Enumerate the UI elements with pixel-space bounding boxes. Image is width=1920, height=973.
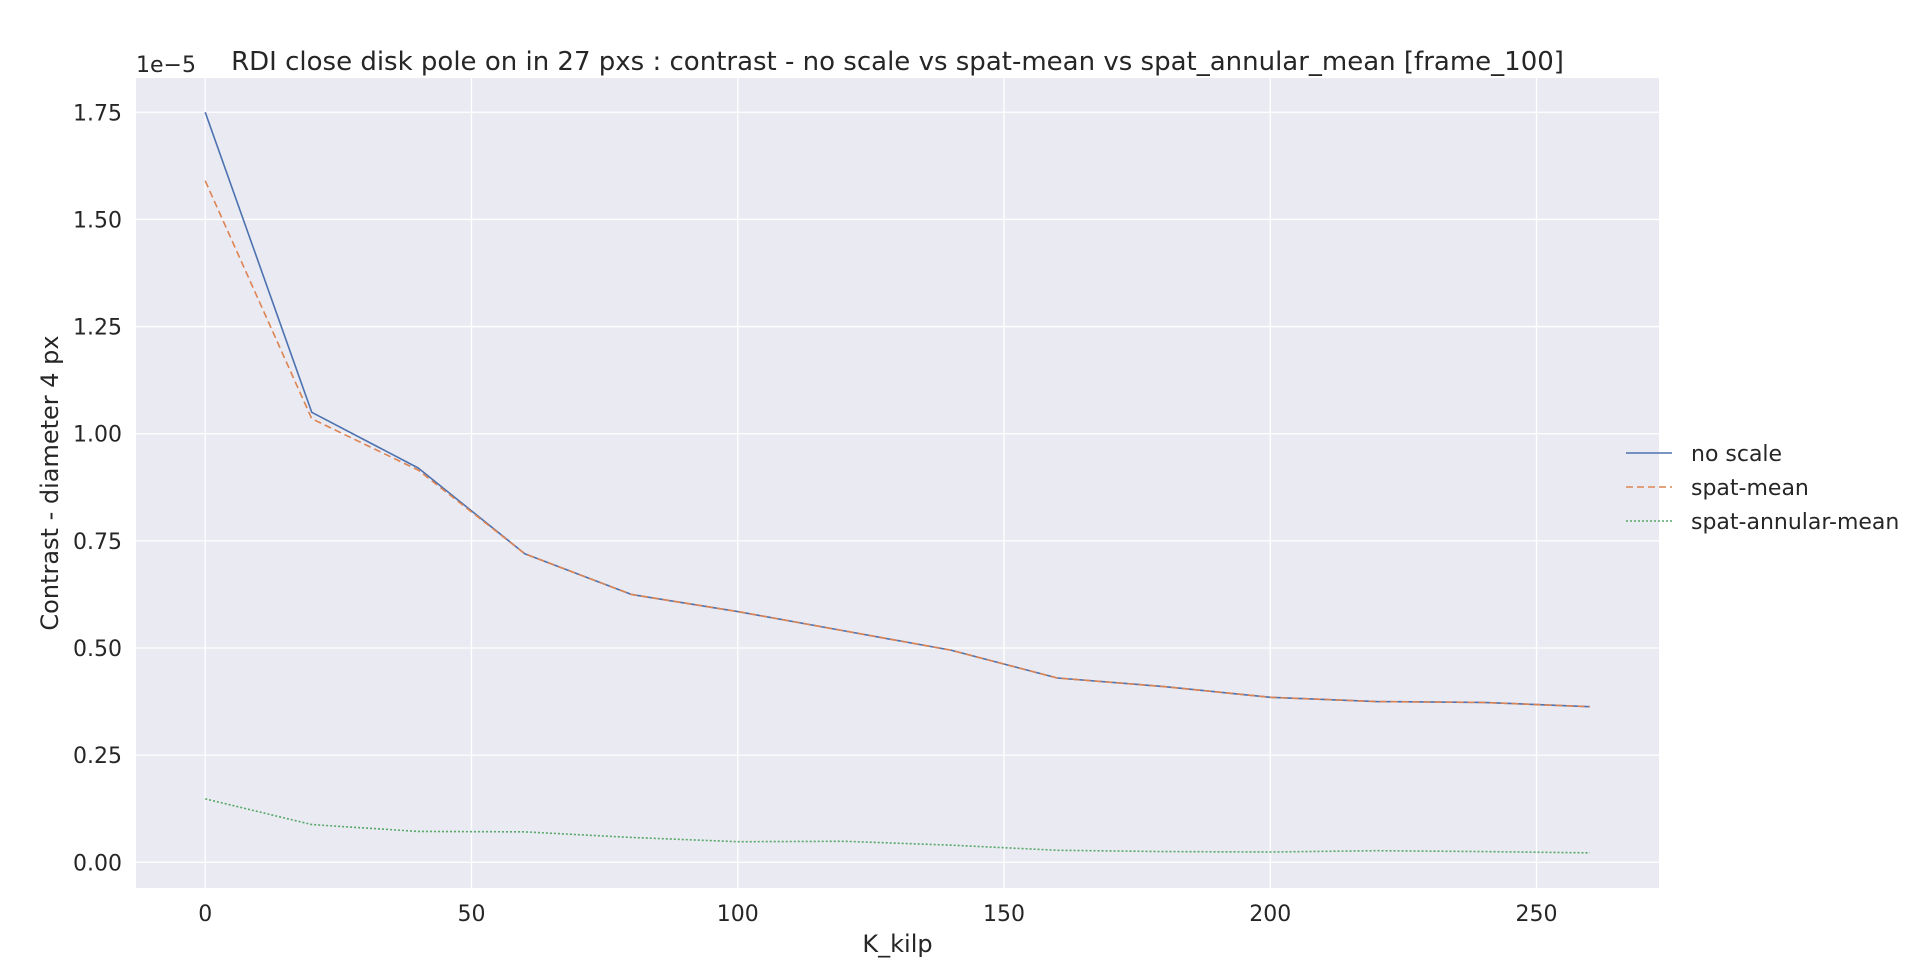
x-tick-label: 150: [983, 902, 1025, 927]
y-tick-label: 1.50: [73, 208, 122, 233]
legend-label-1: spat-mean: [1691, 476, 1809, 501]
series-lines: [204, 112, 1590, 854]
series-line-2: [205, 798, 1590, 854]
series-line-1: [204, 180, 1590, 708]
y-tick-label: 1.75: [73, 101, 122, 126]
legend: no scale spat-mean spat-annular-mean: [1626, 442, 1899, 535]
y-tick-label: 1.00: [73, 423, 122, 448]
x-tick-label: 100: [717, 902, 759, 927]
y-offset-text: 1e−5: [136, 53, 196, 78]
x-tick-label: 0: [198, 902, 212, 927]
legend-label-0: no scale: [1691, 442, 1782, 467]
y-tick-label: 0.75: [73, 530, 122, 555]
x-tick-label: 200: [1249, 902, 1291, 927]
x-tick-label: 250: [1516, 902, 1558, 927]
x-axis-label: K_kilp: [862, 930, 932, 958]
y-axis-label: Contrast - diameter 4 px: [36, 335, 64, 630]
y-tick-label: 0.50: [73, 637, 122, 662]
x-tick-label: 50: [457, 902, 485, 927]
plot-area: [136, 78, 1659, 888]
y-tick-label: 0.25: [73, 744, 122, 769]
x-tick-labels: 0 50 100 150 200 250: [198, 902, 1557, 927]
y-tick-label: 0.00: [73, 851, 122, 876]
y-tick-labels: 0.00 0.25 0.50 0.75 1.00 1.25 1.50 1.75: [73, 101, 122, 876]
grid-lines: [136, 78, 1659, 888]
chart-title: RDI close disk pole on in 27 pxs : contr…: [231, 47, 1564, 77]
y-tick-label: 1.25: [73, 316, 122, 341]
legend-label-2: spat-annular-mean: [1691, 510, 1899, 535]
